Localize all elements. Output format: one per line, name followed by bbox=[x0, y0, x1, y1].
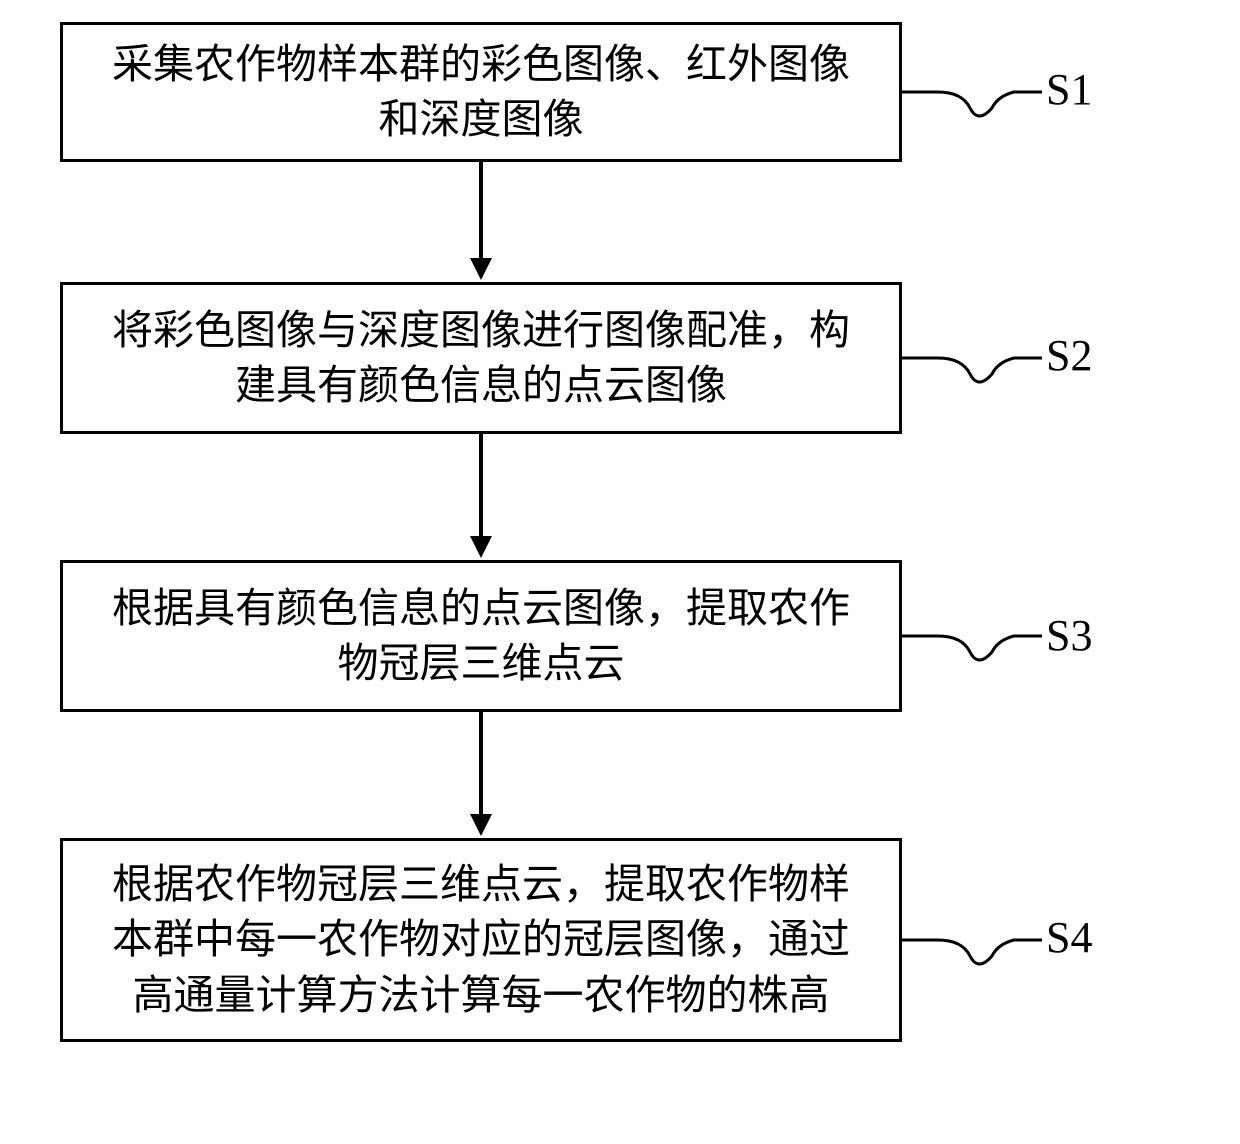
connector-s4 bbox=[902, 908, 1042, 972]
connector-s2 bbox=[902, 326, 1042, 390]
step-label-s2: S2 bbox=[1046, 330, 1092, 381]
step-label-s4: S4 bbox=[1046, 912, 1092, 963]
step-text-s1: 采集农作物样本群的彩色图像、红外图像 和深度图像 bbox=[112, 37, 850, 148]
arrow-s1-s2-shaft bbox=[479, 162, 483, 260]
step-text-s4: 根据农作物冠层三维点云，提取农作物样 本群中每一农作物对应的冠层图像，通过 高通… bbox=[112, 857, 850, 1023]
step-text-s2: 将彩色图像与深度图像进行图像配准，构 建具有颜色信息的点云图像 bbox=[112, 303, 850, 414]
arrow-s3-s4-shaft bbox=[479, 712, 483, 816]
arrow-s1-s2-head bbox=[470, 258, 492, 280]
arrow-s3-s4-head bbox=[470, 814, 492, 836]
step-box-s2: 将彩色图像与深度图像进行图像配准，构 建具有颜色信息的点云图像 bbox=[60, 282, 902, 434]
step-label-s1: S1 bbox=[1046, 64, 1092, 115]
step-label-s3: S3 bbox=[1046, 610, 1092, 661]
flowchart-canvas: 采集农作物样本群的彩色图像、红外图像 和深度图像 S1 将彩色图像与深度图像进行… bbox=[0, 0, 1240, 1144]
step-box-s1: 采集农作物样本群的彩色图像、红外图像 和深度图像 bbox=[60, 22, 902, 162]
arrow-s2-s3-shaft bbox=[479, 434, 483, 538]
connector-s1 bbox=[902, 60, 1042, 124]
arrow-s2-s3-head bbox=[470, 536, 492, 558]
connector-s3 bbox=[902, 604, 1042, 668]
step-text-s3: 根据具有颜色信息的点云图像，提取农作 物冠层三维点云 bbox=[112, 581, 850, 692]
step-box-s3: 根据具有颜色信息的点云图像，提取农作 物冠层三维点云 bbox=[60, 560, 902, 712]
step-box-s4: 根据农作物冠层三维点云，提取农作物样 本群中每一农作物对应的冠层图像，通过 高通… bbox=[60, 838, 902, 1042]
